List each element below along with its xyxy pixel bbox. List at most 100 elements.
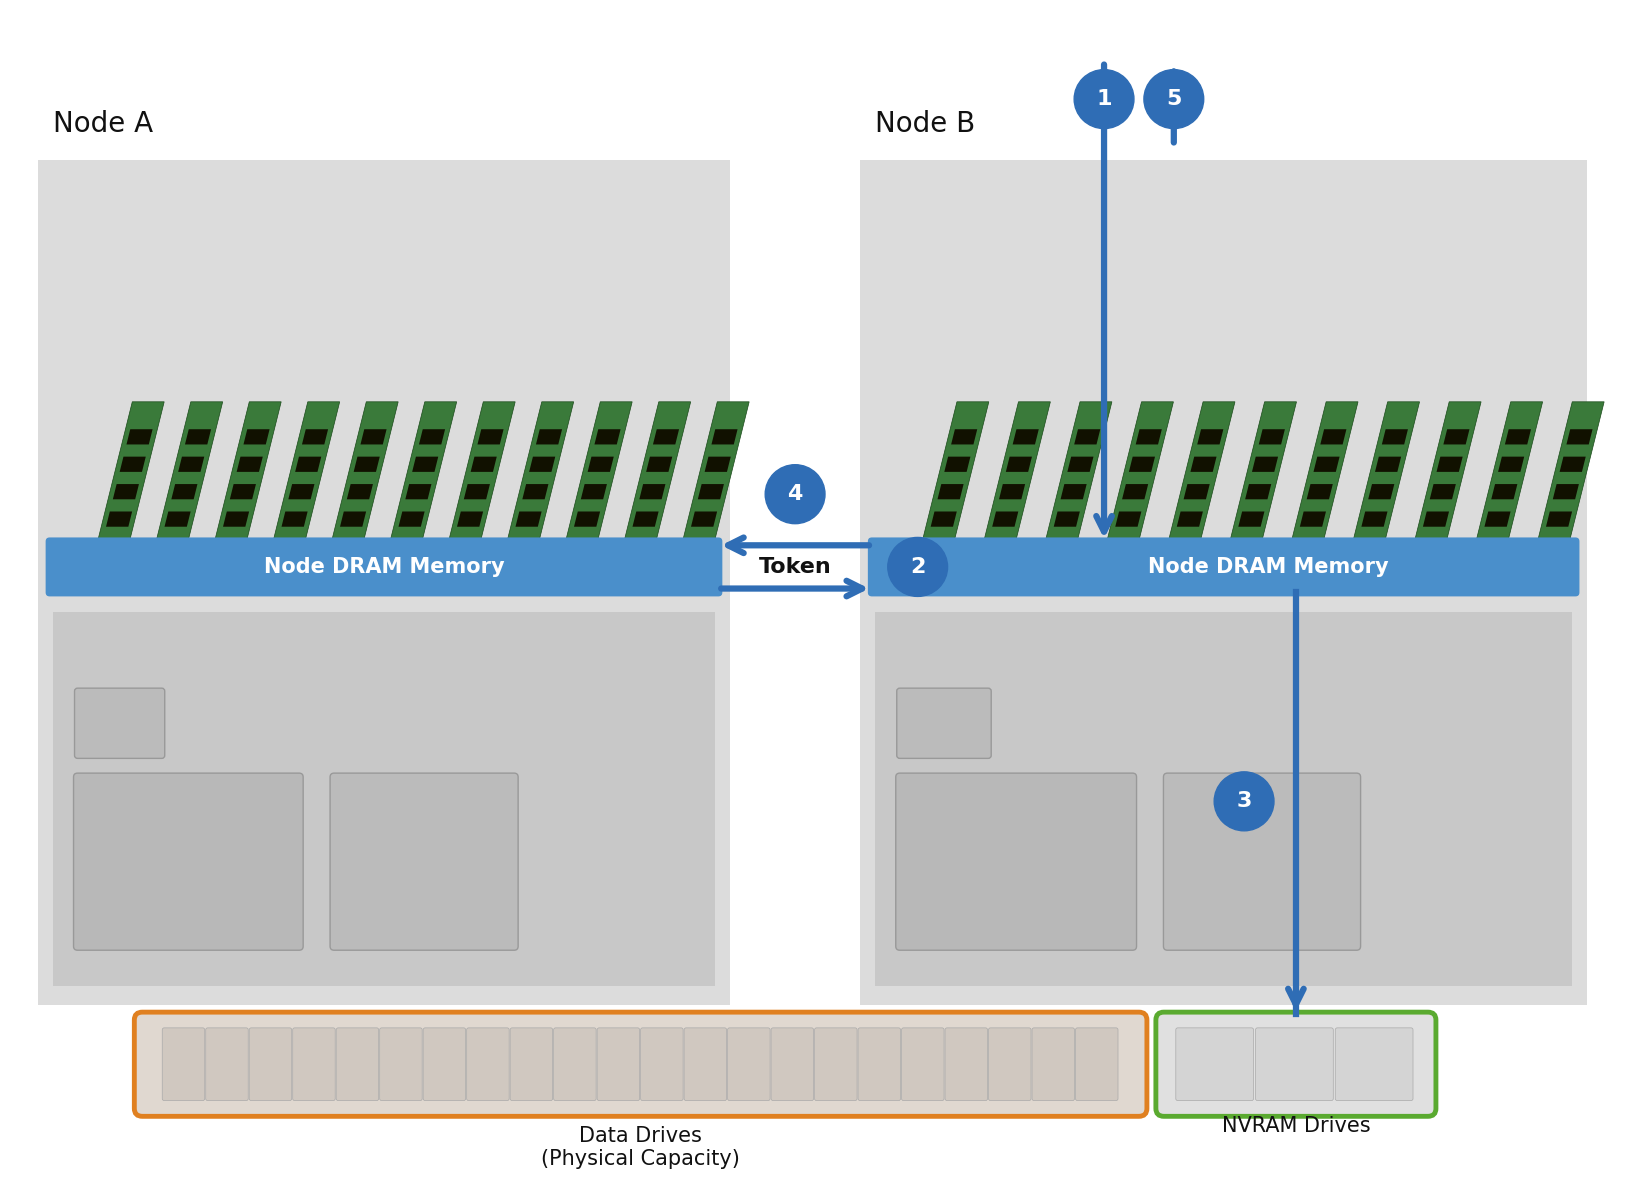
Circle shape [1215,772,1274,831]
Polygon shape [504,402,574,555]
Polygon shape [1498,457,1524,472]
Polygon shape [920,402,989,555]
Text: Node B: Node B [875,111,976,138]
FancyBboxPatch shape [597,1028,639,1101]
Text: Node A: Node A [53,111,153,138]
FancyBboxPatch shape [46,537,722,596]
FancyBboxPatch shape [466,1028,509,1101]
FancyBboxPatch shape [1076,1028,1117,1101]
Polygon shape [1411,542,1447,555]
Polygon shape [992,511,1018,526]
Polygon shape [1485,511,1511,526]
Polygon shape [691,511,717,526]
FancyBboxPatch shape [860,160,1587,1005]
Polygon shape [1567,430,1592,445]
Polygon shape [1422,511,1449,526]
FancyBboxPatch shape [1175,1028,1254,1101]
Polygon shape [1365,550,1369,555]
FancyBboxPatch shape [897,773,1137,950]
Polygon shape [999,484,1025,499]
Polygon shape [127,430,153,445]
Polygon shape [517,550,522,555]
Polygon shape [471,457,496,472]
Circle shape [1144,70,1203,129]
Polygon shape [920,542,954,555]
FancyBboxPatch shape [897,688,990,759]
Polygon shape [562,542,598,555]
Polygon shape [1177,511,1203,526]
Polygon shape [1061,484,1086,499]
Polygon shape [1444,430,1470,445]
Text: Node DRAM Memory: Node DRAM Memory [1149,557,1389,577]
Polygon shape [931,511,957,526]
Polygon shape [1116,511,1142,526]
Polygon shape [445,542,481,555]
Polygon shape [1411,402,1482,555]
FancyBboxPatch shape [944,1028,987,1101]
FancyBboxPatch shape [293,1028,335,1101]
Text: 2: 2 [910,557,926,577]
Polygon shape [244,430,270,445]
Polygon shape [1104,542,1139,555]
Polygon shape [112,484,138,499]
Polygon shape [504,542,539,555]
FancyBboxPatch shape [771,1028,814,1101]
Polygon shape [1289,402,1358,555]
FancyBboxPatch shape [1032,1028,1074,1101]
FancyBboxPatch shape [38,160,730,1005]
Polygon shape [679,402,750,555]
Polygon shape [1430,484,1455,499]
Polygon shape [288,484,315,499]
Polygon shape [283,550,290,555]
Polygon shape [1183,484,1210,499]
Polygon shape [387,402,456,555]
FancyBboxPatch shape [868,537,1579,596]
Polygon shape [516,511,542,526]
Polygon shape [1300,511,1327,526]
Polygon shape [361,430,387,445]
Polygon shape [621,542,656,555]
Polygon shape [229,484,255,499]
Polygon shape [211,402,282,555]
Polygon shape [1473,402,1543,555]
Polygon shape [445,402,516,555]
Polygon shape [456,511,483,526]
Polygon shape [694,550,699,555]
Polygon shape [153,402,222,555]
Polygon shape [588,457,613,472]
Polygon shape [1053,511,1079,526]
FancyBboxPatch shape [554,1028,597,1101]
Circle shape [765,465,826,524]
Polygon shape [646,457,672,472]
Polygon shape [1122,484,1149,499]
FancyBboxPatch shape [989,1028,1032,1101]
Polygon shape [1226,542,1262,555]
Polygon shape [679,542,715,555]
FancyBboxPatch shape [814,1028,857,1101]
Polygon shape [1117,550,1122,555]
Polygon shape [1135,430,1162,445]
Polygon shape [1012,430,1038,445]
Polygon shape [1302,550,1307,555]
Polygon shape [633,511,659,526]
FancyBboxPatch shape [684,1028,727,1101]
Polygon shape [1552,484,1579,499]
Polygon shape [1196,430,1223,445]
FancyBboxPatch shape [901,1028,944,1101]
Polygon shape [1350,402,1419,555]
Text: Data Drives
(Physical Capacity): Data Drives (Physical Capacity) [541,1126,740,1169]
Text: Token: Token [758,557,832,577]
Polygon shape [405,484,432,499]
Polygon shape [478,430,504,445]
Polygon shape [419,430,445,445]
Polygon shape [697,484,723,499]
Polygon shape [400,550,405,555]
FancyBboxPatch shape [74,688,165,759]
Polygon shape [1381,430,1407,445]
Polygon shape [1546,511,1572,526]
Polygon shape [536,430,562,445]
Polygon shape [1190,457,1216,472]
Polygon shape [1042,402,1112,555]
Polygon shape [1534,402,1604,555]
Polygon shape [1129,457,1155,472]
